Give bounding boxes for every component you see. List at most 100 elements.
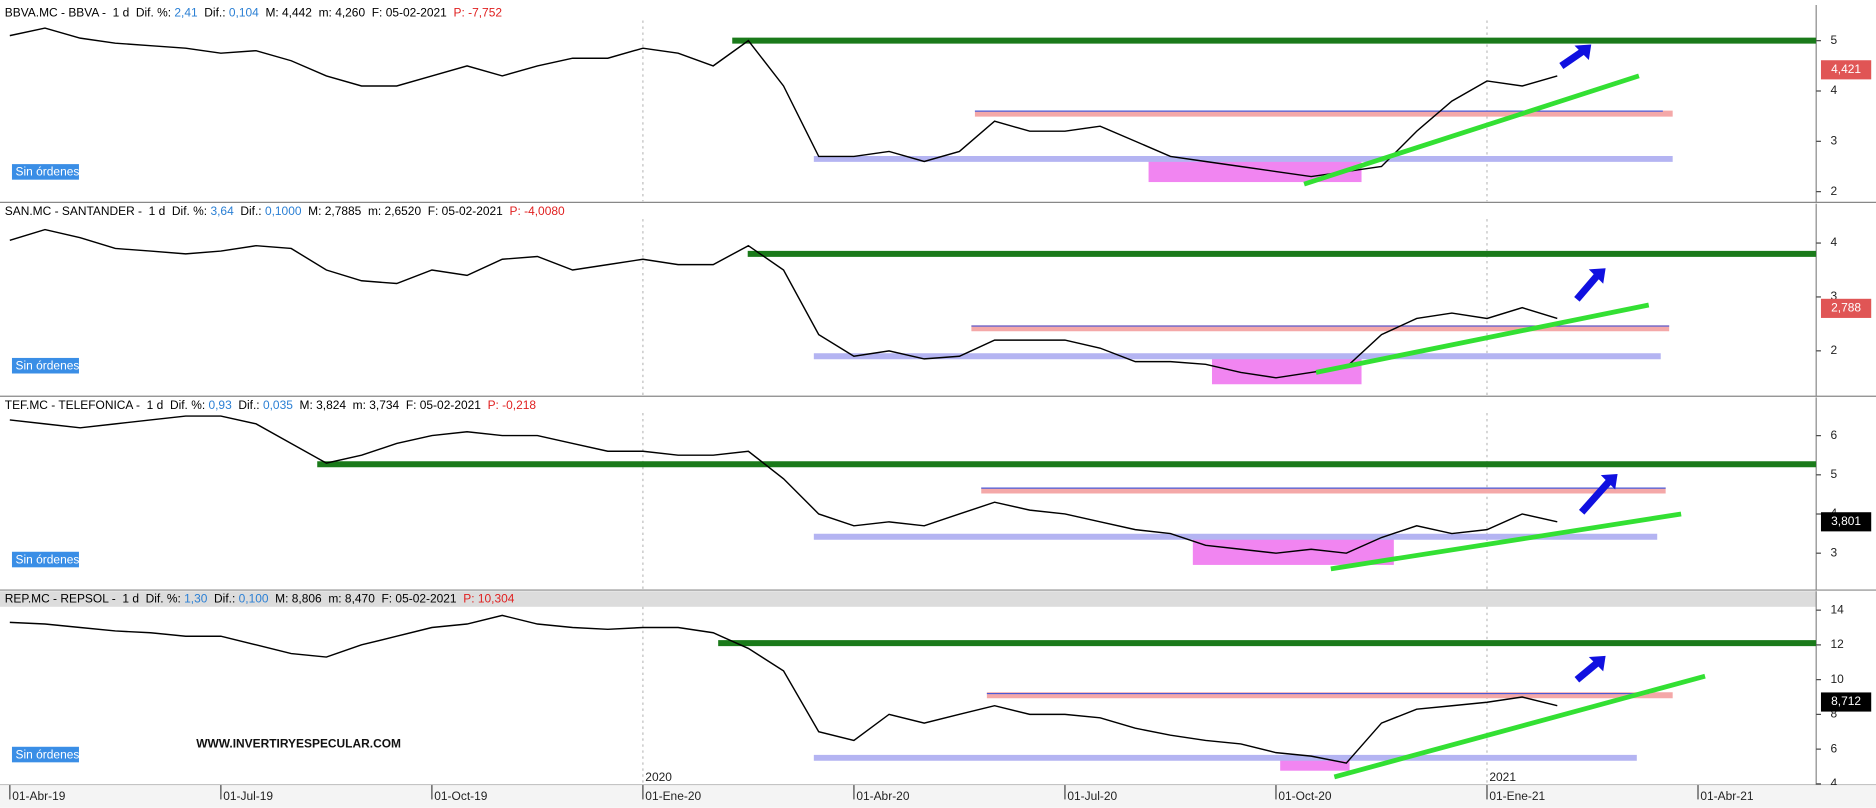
- y-tick-label: 3: [1831, 545, 1838, 559]
- header-segment: Dif.:: [207, 592, 238, 606]
- price-line: [9, 614, 1558, 764]
- arrow-head: [1588, 268, 1606, 284]
- y-tick-label: 10: [1831, 672, 1845, 686]
- x-axis-bar: [0, 785, 1876, 808]
- header-segment: Dif.:: [232, 398, 263, 412]
- header-segment: BBVA.MC - BBVA - 1 d Dif. %:: [5, 6, 175, 20]
- year-label: 2021: [1489, 770, 1516, 784]
- header-segment: TEF.MC - TELEFONICA - 1 d Dif. %:: [5, 398, 209, 412]
- header-segment: P: -7,752: [453, 6, 502, 20]
- header-segment: M: 3,824 m: 3,734 F: 05-02-2021: [293, 398, 488, 412]
- panel-header: TEF.MC - TELEFONICA - 1 d Dif. %: 0,93 D…: [5, 398, 537, 412]
- arrow-shaft: [1559, 47, 1587, 69]
- x-tick-label: 01-Ene-21: [1489, 789, 1545, 803]
- y-tick-label: 3: [1831, 133, 1838, 147]
- header-segment: Dif.:: [198, 6, 229, 20]
- x-tick-label: 01-Jul-20: [1067, 789, 1117, 803]
- header-segment: 0,1000: [265, 204, 302, 218]
- chart-panel: SAN.MC - SANTANDER - 1 d Dif. %: 3,64 Di…: [0, 203, 1876, 397]
- panel-header: SAN.MC - SANTANDER - 1 d Dif. %: 3,64 Di…: [5, 204, 565, 218]
- header-segment: 0,100: [239, 592, 269, 606]
- y-tick-label: 12: [1831, 637, 1845, 651]
- plot: [9, 228, 1817, 385]
- chart-panel: TEF.MC - TELEFONICA - 1 d Dif. %: 0,93 D…: [0, 397, 1876, 591]
- y-tick-label: 8: [1831, 707, 1838, 721]
- orders-button[interactable]: [11, 746, 79, 763]
- x-tick-label: 01-Abr-20: [856, 789, 910, 803]
- panel-header: BBVA.MC - BBVA - 1 d Dif. %: 2,41 Dif.: …: [5, 6, 503, 20]
- header-segment: P: -4,0080: [509, 204, 565, 218]
- x-tick-label: 01-Jul-19: [223, 789, 273, 803]
- header-bar: [0, 397, 1817, 413]
- chart-panel: BBVA.MC - BBVA - 1 d Dif. %: 2,41 Dif.: …: [0, 4, 1876, 203]
- y-tick-label: 5: [1831, 467, 1838, 481]
- orders-label[interactable]: Sin órdenes: [16, 552, 80, 566]
- orders-button[interactable]: [11, 164, 79, 180]
- y-tick-label: 2: [1831, 343, 1838, 357]
- x-tick-label: 01-Abr-19: [12, 789, 66, 803]
- y-tick-label: 6: [1831, 741, 1838, 755]
- orders-label[interactable]: Sin órdenes: [16, 358, 80, 372]
- watermark: WWW.INVERTIRYESPECULAR.COM: [196, 737, 401, 751]
- header-segment: 3,64: [210, 204, 234, 218]
- arrow-shaft: [1574, 659, 1601, 683]
- header-segment: Dif.:: [234, 204, 265, 218]
- header-segment: M: 8,806 m: 8,470 F: 05-02-2021: [269, 592, 464, 606]
- trendline: [1315, 302, 1650, 375]
- x-tick-label: 01-Ene-20: [645, 789, 701, 803]
- last-price-box: [1820, 692, 1872, 712]
- price-line: [9, 228, 1558, 379]
- orders-button[interactable]: [11, 357, 79, 374]
- header-segment: M: 2,7885 m: 2,6520 F: 05-02-2021: [302, 204, 510, 218]
- header-segment: P: -0,218: [488, 398, 537, 412]
- price-line: [9, 415, 1558, 554]
- year-label: 2020: [645, 770, 672, 784]
- y-tick-label: 5: [1831, 33, 1838, 47]
- y-tick-label: 4: [1831, 83, 1838, 97]
- y-tick-label: 4: [1831, 776, 1838, 790]
- last-price-label: 3,801: [1831, 514, 1861, 528]
- trendline: [1333, 673, 1706, 780]
- arrow-shaft: [1574, 271, 1602, 302]
- plot: [9, 415, 1817, 572]
- header-segment: 0,104: [229, 6, 259, 20]
- plot: [9, 614, 1817, 780]
- y-tick-label: 6: [1831, 428, 1838, 442]
- y-tick-label: 14: [1831, 602, 1845, 616]
- trendline: [1303, 73, 1640, 187]
- x-tick-label: 01-Oct-19: [434, 789, 487, 803]
- header-bar: [0, 4, 1817, 21]
- chart-panel: REP.MC - REPSOL - 1 d Dif. %: 1,30 Dif.:…: [0, 591, 1876, 790]
- header-segment: P: 10,304: [463, 592, 515, 606]
- header-segment: 0,93: [208, 398, 232, 412]
- y-tick-label: 2: [1831, 184, 1838, 198]
- last-price-label: 4,421: [1831, 62, 1861, 76]
- last-price-box: [1820, 512, 1872, 532]
- y-tick-label: 4: [1831, 235, 1838, 249]
- arrow-head: [1600, 473, 1618, 490]
- header-segment: 2,41: [174, 6, 198, 20]
- arrow-head: [1574, 44, 1592, 61]
- trendline: [1330, 511, 1682, 572]
- header-segment: REP.MC - REPSOL - 1 d Dif. %:: [5, 592, 184, 606]
- orders-label[interactable]: Sin órdenes: [16, 165, 80, 179]
- header-segment: 0,035: [263, 398, 293, 412]
- arrow-shaft: [1578, 477, 1614, 515]
- price-line: [9, 27, 1558, 178]
- y-tick-label: 3: [1831, 289, 1838, 303]
- header-bar: [0, 203, 1817, 220]
- header-segment: M: 4,442 m: 4,260 F: 05-02-2021: [259, 6, 454, 20]
- orders-label[interactable]: Sin órdenes: [16, 747, 80, 761]
- orders-button[interactable]: [11, 551, 79, 568]
- arrow-head: [1588, 655, 1606, 672]
- last-price-box: [1820, 298, 1872, 318]
- header-bar: [0, 591, 1817, 607]
- plot: [9, 27, 1817, 187]
- last-price-box: [1820, 60, 1872, 80]
- last-price-label: 2,788: [1831, 301, 1861, 315]
- header-segment: 1,30: [184, 592, 208, 606]
- last-price-label: 8,712: [1831, 694, 1861, 708]
- header-segment: SAN.MC - SANTANDER - 1 d Dif. %:: [5, 204, 211, 218]
- panel-header: REP.MC - REPSOL - 1 d Dif. %: 1,30 Dif.:…: [5, 592, 515, 606]
